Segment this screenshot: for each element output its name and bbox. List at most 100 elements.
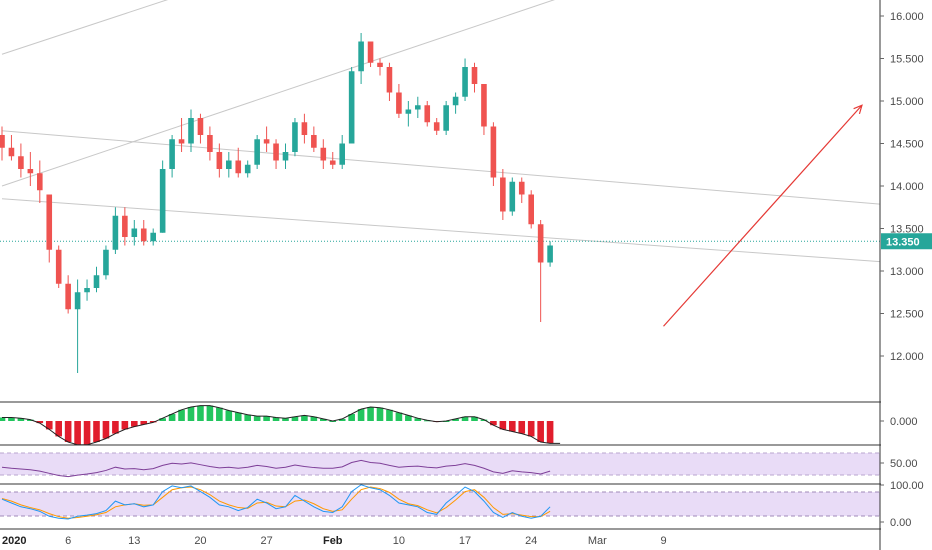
price-tick-label: 12.000 [890, 351, 924, 363]
candle[interactable] [282, 143, 289, 170]
candle[interactable] [74, 279, 81, 374]
candle[interactable] [103, 245, 109, 280]
candle[interactable] [0, 126, 5, 161]
candle[interactable] [197, 113, 204, 144]
trend-line-2[interactable] [1, 0, 569, 187]
candle[interactable] [396, 84, 402, 118]
time-tick-label: Feb [323, 535, 343, 547]
rsi-band [0, 453, 880, 475]
stoch-d-series [1, 486, 551, 519]
candle[interactable] [348, 67, 355, 144]
candle[interactable] [481, 84, 487, 135]
candle[interactable] [415, 96, 421, 118]
candle-body [518, 181, 525, 195]
trend-line-3[interactable] [1, 130, 881, 205]
candle[interactable] [509, 177, 516, 216]
candle[interactable] [273, 139, 279, 169]
candle[interactable] [131, 220, 138, 246]
candle-body [273, 143, 279, 161]
candle[interactable] [443, 101, 449, 135]
candle[interactable] [188, 109, 194, 153]
candle[interactable] [339, 135, 345, 169]
candle-body [0, 135, 5, 148]
candle[interactable] [178, 118, 185, 152]
candle[interactable] [159, 160, 166, 233]
candle[interactable] [65, 275, 71, 314]
candle[interactable] [377, 58, 383, 76]
candle[interactable] [254, 135, 260, 169]
stoch-band [0, 492, 880, 516]
candle[interactable] [112, 207, 119, 254]
candle[interactable] [500, 169, 506, 220]
macd-bar [121, 421, 129, 430]
candle-body [8, 147, 15, 157]
candle[interactable] [537, 220, 544, 322]
candle[interactable] [93, 266, 100, 293]
candle[interactable] [8, 135, 15, 161]
candle-body [207, 135, 213, 152]
macd-bar [263, 416, 270, 421]
candle[interactable] [311, 126, 317, 153]
macd-bar [338, 418, 346, 421]
time-tick-label: 27 [260, 535, 272, 547]
candle[interactable] [405, 101, 412, 127]
candle[interactable] [235, 147, 242, 178]
candle[interactable] [292, 118, 298, 157]
candle[interactable] [263, 126, 270, 153]
candle[interactable] [46, 194, 53, 263]
candle-body [339, 143, 345, 165]
candle[interactable] [122, 207, 128, 246]
trend-line-1[interactable] [1, 0, 569, 55]
candle[interactable] [169, 135, 175, 178]
price-tick-label: 12.500 [890, 309, 924, 321]
candle[interactable] [84, 279, 90, 301]
candle[interactable] [207, 126, 213, 161]
macd-bar [178, 409, 185, 421]
candle[interactable] [518, 177, 525, 204]
candle[interactable] [37, 160, 43, 204]
macd-bar [74, 421, 81, 445]
candle[interactable] [367, 41, 374, 68]
candle[interactable] [528, 190, 534, 229]
candle-body [282, 152, 289, 161]
candle[interactable] [216, 143, 223, 178]
candle[interactable] [433, 118, 440, 135]
stoch-k-series [1, 484, 551, 520]
macd-histogram [0, 405, 561, 446]
candle[interactable] [301, 113, 308, 144]
candle-body [169, 139, 175, 169]
candle[interactable] [490, 122, 497, 186]
candle[interactable] [424, 101, 431, 127]
candle[interactable] [358, 33, 364, 84]
candle[interactable] [150, 228, 156, 246]
candle[interactable] [329, 152, 336, 169]
macd-bar [216, 407, 223, 421]
time-tick-label: 20 [194, 535, 206, 547]
candle[interactable] [386, 62, 393, 101]
trend-line-4[interactable] [1, 198, 881, 263]
candle[interactable] [55, 245, 62, 289]
candle[interactable] [27, 152, 34, 186]
candle[interactable] [471, 62, 478, 93]
last-price-badge-bg [881, 233, 932, 250]
projection-arrow-line[interactable] [663, 104, 863, 327]
candle[interactable] [18, 143, 24, 178]
candle[interactable] [140, 220, 147, 246]
time-tick-label: 13 [128, 535, 140, 547]
candle[interactable] [244, 160, 251, 178]
candle[interactable] [547, 241, 553, 267]
rsi-axis-label: 50.00 [890, 458, 918, 470]
candle[interactable] [462, 58, 468, 102]
price-tick-label: 15.500 [890, 54, 924, 66]
macd-bar [490, 421, 497, 426]
candle[interactable] [452, 92, 459, 114]
candle[interactable] [226, 152, 232, 178]
stochastic-lines [1, 484, 551, 520]
price-tick-label: 14.500 [890, 139, 924, 151]
candle-body [263, 139, 270, 144]
price-tick-label: 15.000 [890, 96, 924, 108]
candle[interactable] [320, 139, 327, 169]
price-axis: 16.000 15.500 15.000 14.500 14.000 13.500 13.0… [880, 0, 932, 550]
